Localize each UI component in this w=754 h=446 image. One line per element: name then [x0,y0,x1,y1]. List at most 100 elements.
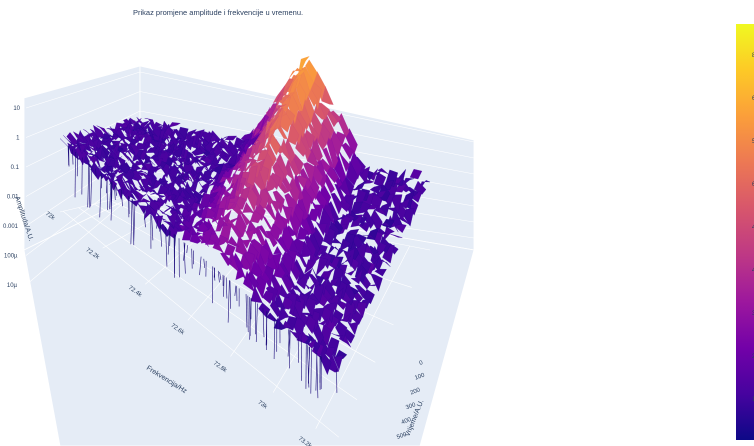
surface-cell [277,236,290,255]
z-tick-label: 0.01 [7,195,19,201]
surface-spike [110,182,113,221]
surface-spike [114,185,117,196]
surface-cell [136,201,148,215]
surface-spike [245,294,248,328]
y-tick-label: 500 [396,432,408,441]
colorbar-tick-label: 4 [752,225,754,231]
surface-cell [242,202,255,214]
surface-spike [133,201,136,242]
surface-spike [186,245,188,253]
surface-cell [160,120,173,134]
surface-cell [386,207,399,214]
chart-title: Prikaz promjene amplitude i frekvencije … [133,8,304,17]
surface-spike [217,270,220,283]
surface-cell [401,177,414,187]
colorbar-tick-label: 5 [752,139,754,145]
surface-cell [265,230,278,248]
surface-cell [296,226,309,240]
surface-cell [303,162,316,185]
surface-spike [100,173,103,189]
surface-cell [315,257,328,277]
amplitude-surface[interactable] [59,56,431,399]
surface-cell [141,173,154,188]
surface-cell [339,238,352,252]
z-tick-label: 0.1 [11,165,20,171]
surface-cell [272,85,286,104]
surface-cell [382,226,395,243]
surface-cell [281,295,294,310]
surface-cell [239,236,251,249]
surface-spike [219,272,222,280]
surface-cell [308,273,321,288]
surface-cell [250,258,263,278]
surface-cell [162,205,174,214]
surface-cell [362,235,375,240]
surface-cell [339,255,352,265]
surface-cell [287,122,300,146]
surface-cell [113,122,126,135]
surface-cell [72,131,85,143]
surface-cell [150,192,162,198]
surface-cell [174,164,186,174]
surface-spike [88,163,91,208]
surface-cell [83,129,95,142]
surface-cell [224,135,238,141]
surface-spike [203,258,205,268]
surface-spike [308,347,311,384]
z-grid-line [25,91,141,138]
surface-cell [127,181,140,199]
surface-spike [130,199,133,245]
surface-spike [316,352,319,399]
surface-cell [173,129,186,143]
surface-cell [273,246,286,260]
surface-cell [307,208,320,222]
surface-cell [235,233,248,255]
surface-cell [59,138,72,150]
colorbar-tick-label: 8 [752,53,754,59]
surface-cell [131,182,143,192]
surface-cell [137,170,149,176]
surface-cell [304,281,317,291]
surface-cell [250,209,262,224]
surface-spike [72,149,74,165]
z-tick-label: 100µ [4,254,18,260]
surface-cell [315,221,328,236]
surface-cell [150,150,163,162]
surface-spike [234,285,237,296]
z-axis-ticks: 10 1 0.1 0.01 0.001 100µ 10µ [3,106,21,289]
surface-cell [212,223,224,232]
surface-cell [331,237,344,246]
surface-cell [134,142,147,150]
surface-cell [289,329,301,339]
surface-cell [96,125,108,137]
surface-cell [129,161,142,174]
surface-spike [167,230,170,255]
surface-cell [262,290,275,304]
x-grid-line [315,245,410,429]
surface-cell [129,117,142,125]
surface-cell [162,220,175,229]
surface-cell [106,128,119,136]
surface-spike [310,348,312,394]
surface-spike [159,222,162,247]
z-grid-line [25,188,141,286]
surface-cell [192,216,205,228]
colorbar-tick-label: 6 [752,96,754,102]
surface-cell [177,212,190,222]
surface-cell [188,157,201,168]
surface-cell [322,147,335,169]
surface-cell [220,252,232,267]
surface-cell [350,268,364,285]
surface-cell [346,320,360,336]
surface-cell [160,169,172,183]
surface-cell [339,313,352,323]
surface-spike [109,181,112,210]
surface-cell [119,120,132,135]
surface-cell [146,194,159,202]
z-tick-label: 10µ [7,283,18,289]
surface-cell [144,118,157,129]
surface-cell [304,259,317,274]
surface-cell [168,122,181,128]
surface-spike [287,330,290,357]
